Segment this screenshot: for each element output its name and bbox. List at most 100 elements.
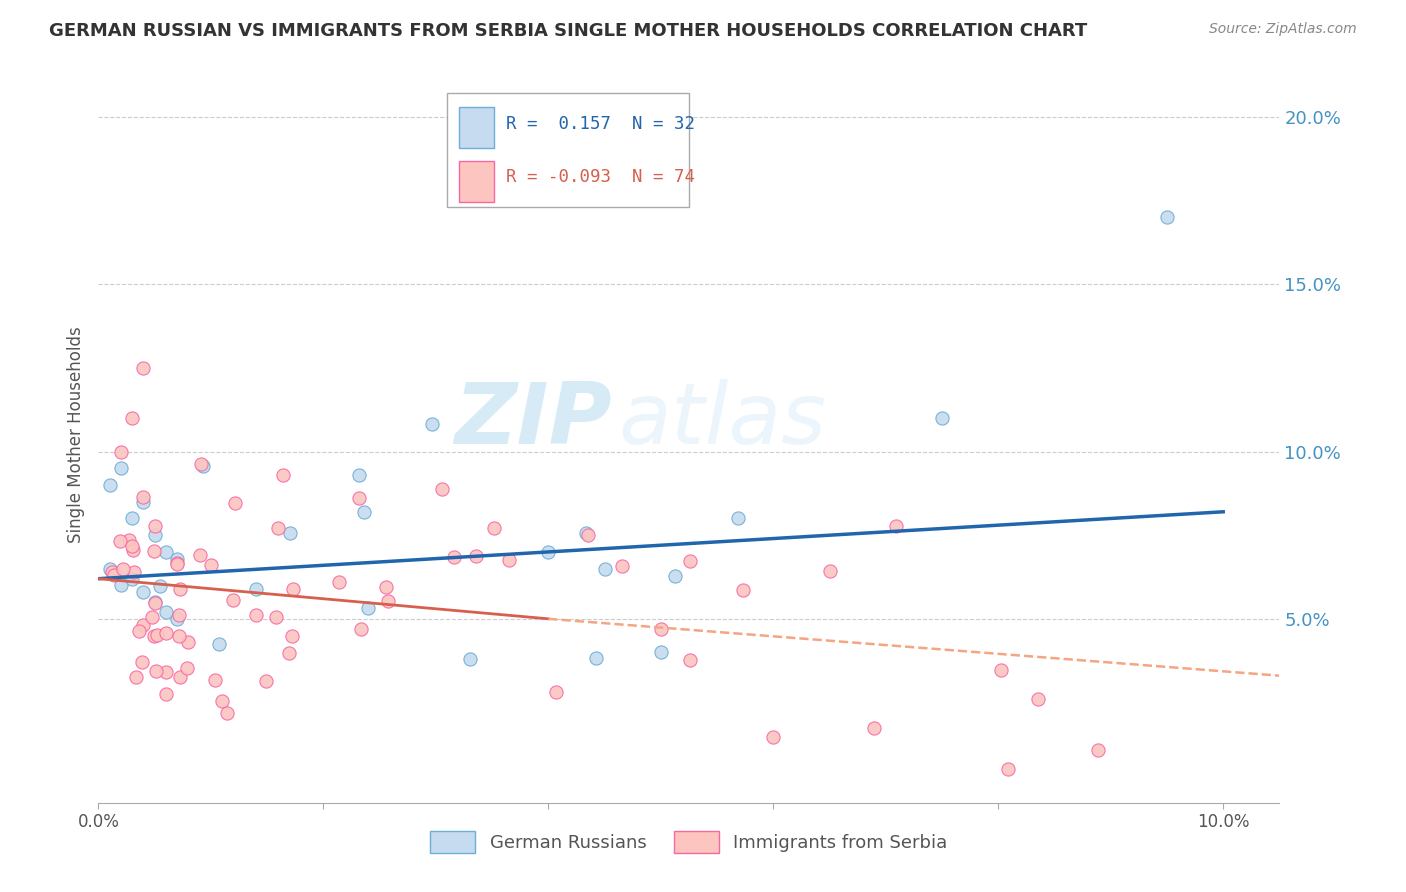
Point <box>593 562 616 576</box>
Point <box>166 557 188 571</box>
Bar <box>458 161 494 202</box>
Text: atlas: atlas <box>619 378 827 462</box>
Point <box>110 578 132 592</box>
Point <box>1087 743 1109 757</box>
Point <box>281 629 304 643</box>
Point <box>124 670 146 684</box>
Point <box>142 544 165 558</box>
Point <box>375 580 398 594</box>
Text: R =  0.157  N = 32: R = 0.157 N = 32 <box>506 114 695 133</box>
Point <box>121 411 143 425</box>
Point <box>443 549 465 564</box>
Point <box>733 583 755 598</box>
Point <box>166 551 188 566</box>
Point <box>110 461 132 475</box>
Point <box>328 574 350 589</box>
Point <box>484 521 506 535</box>
Point <box>155 686 177 700</box>
Point <box>143 595 166 609</box>
Point <box>121 572 143 586</box>
Point <box>166 557 188 571</box>
Point <box>155 665 177 679</box>
Point <box>353 505 375 519</box>
Point <box>155 545 177 559</box>
Point <box>585 650 607 665</box>
Point <box>1156 211 1178 225</box>
Text: Source: ZipAtlas.com: Source: ZipAtlas.com <box>1209 22 1357 37</box>
Point <box>420 417 443 431</box>
Point <box>122 543 145 558</box>
Point <box>271 467 294 482</box>
Point <box>103 568 125 582</box>
Point <box>990 663 1012 677</box>
Point <box>211 694 233 708</box>
Point <box>169 670 191 684</box>
Point <box>191 459 214 474</box>
Point <box>997 762 1019 776</box>
Text: R = -0.093  N = 74: R = -0.093 N = 74 <box>506 169 695 186</box>
Point <box>664 569 686 583</box>
Point <box>884 519 907 533</box>
Point <box>176 661 198 675</box>
Point <box>222 593 245 607</box>
Point <box>546 685 568 699</box>
Point <box>264 610 287 624</box>
Point <box>576 528 599 542</box>
Text: GERMAN RUSSIAN VS IMMIGRANTS FROM SERBIA SINGLE MOTHER HOUSEHOLDS CORRELATION CH: GERMAN RUSSIAN VS IMMIGRANTS FROM SERBIA… <box>49 22 1087 40</box>
Point <box>278 646 301 660</box>
Point <box>166 612 188 626</box>
Point <box>377 594 399 608</box>
Point <box>110 534 132 549</box>
Bar <box>458 107 494 148</box>
Point <box>762 731 785 745</box>
Point <box>575 526 598 541</box>
Point <box>167 630 190 644</box>
Point <box>98 478 121 492</box>
Point <box>863 721 886 735</box>
Point <box>931 411 953 425</box>
Point <box>132 494 155 508</box>
Point <box>254 673 277 688</box>
Point <box>349 491 371 505</box>
Point <box>679 554 702 568</box>
Point <box>650 622 672 636</box>
Point <box>143 528 166 542</box>
Point <box>610 558 633 573</box>
Point <box>110 444 132 458</box>
Point <box>204 673 226 688</box>
Point <box>245 582 267 596</box>
Point <box>283 582 305 596</box>
Point <box>111 561 134 575</box>
Point <box>121 511 143 525</box>
Point <box>177 634 200 648</box>
Point <box>200 558 222 573</box>
Point <box>266 521 288 535</box>
Point <box>208 637 231 651</box>
Point <box>132 585 155 599</box>
Point <box>143 597 166 611</box>
Point <box>188 548 211 562</box>
Point <box>142 629 165 643</box>
Point <box>169 608 191 623</box>
Point <box>118 533 141 547</box>
Point <box>143 518 166 533</box>
Y-axis label: Single Mother Households: Single Mother Households <box>67 326 86 543</box>
Point <box>101 566 124 580</box>
Point <box>245 607 267 622</box>
Point <box>132 617 155 632</box>
Point <box>155 625 177 640</box>
Point <box>349 468 371 483</box>
Point <box>679 652 702 666</box>
Point <box>537 545 560 559</box>
Point <box>727 510 749 524</box>
Point <box>464 549 486 564</box>
Point <box>818 564 841 578</box>
Point <box>430 482 453 496</box>
Point <box>122 566 145 580</box>
FancyBboxPatch shape <box>447 93 689 207</box>
Point <box>357 601 380 615</box>
Legend: German Russians, Immigrants from Serbia: German Russians, Immigrants from Serbia <box>423 823 955 860</box>
Point <box>155 605 177 619</box>
Point <box>131 655 153 669</box>
Point <box>141 610 163 624</box>
